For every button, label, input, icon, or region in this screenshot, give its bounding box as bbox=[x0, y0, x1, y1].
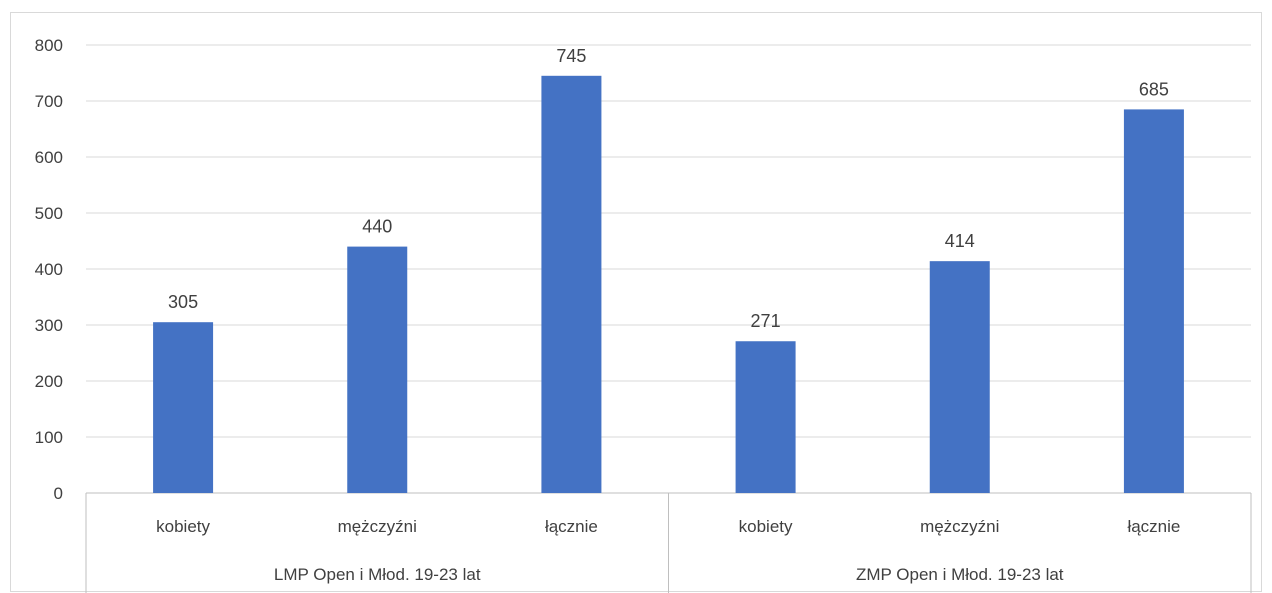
chart-frame: 0 100 200 300 400 500 600 700 800 305 440 745 271 41… bbox=[10, 12, 1262, 593]
category-label: mężczyźni bbox=[338, 517, 417, 536]
bar bbox=[929, 261, 990, 493]
y-tick-label: 0 bbox=[54, 484, 63, 503]
category-labels: kobiety mężczyźni łącznie kobiety mężczyźni ł… bbox=[156, 517, 1180, 536]
group-label: LMP Open i Młod. 19-23 lat bbox=[274, 565, 481, 584]
data-label: 745 bbox=[556, 46, 586, 66]
y-axis-tick-labels: 0 100 200 300 400 500 600 700 800 bbox=[35, 36, 63, 503]
y-tick-label: 400 bbox=[35, 260, 63, 279]
bar bbox=[541, 75, 602, 494]
bar-chart: 0 100 200 300 400 500 600 700 800 305 440 745 271 41… bbox=[35, 36, 1252, 593]
y-tick-label: 800 bbox=[35, 36, 63, 55]
category-label: kobiety bbox=[156, 517, 210, 536]
bar bbox=[347, 246, 408, 493]
group-label: ZMP Open i Młod. 19-23 lat bbox=[856, 565, 1064, 584]
gridlines bbox=[86, 44, 1251, 438]
data-label: 685 bbox=[1139, 79, 1169, 99]
y-tick-label: 700 bbox=[35, 92, 63, 111]
y-tick-label: 100 bbox=[35, 428, 63, 447]
data-labels: 305 440 745 271 414 685 bbox=[168, 46, 1169, 331]
y-tick-label: 200 bbox=[35, 372, 63, 391]
data-label: 440 bbox=[362, 217, 392, 237]
bar bbox=[153, 322, 214, 493]
category-label: łącznie bbox=[1127, 517, 1180, 536]
category-label: łącznie bbox=[545, 517, 598, 536]
y-tick-label: 300 bbox=[35, 316, 63, 335]
data-label: 305 bbox=[168, 292, 198, 312]
axes bbox=[85, 492, 1252, 593]
y-tick-label: 600 bbox=[35, 148, 63, 167]
y-tick-label: 500 bbox=[35, 204, 63, 223]
bars bbox=[153, 75, 1184, 494]
data-label: 271 bbox=[751, 311, 781, 331]
bar bbox=[1123, 109, 1184, 494]
group-labels: LMP Open i Młod. 19-23 lat ZMP Open i Mło… bbox=[274, 565, 1064, 584]
category-label: mężczyźni bbox=[920, 517, 999, 536]
category-label: kobiety bbox=[739, 517, 793, 536]
bar bbox=[735, 341, 796, 493]
data-label: 414 bbox=[945, 231, 975, 251]
